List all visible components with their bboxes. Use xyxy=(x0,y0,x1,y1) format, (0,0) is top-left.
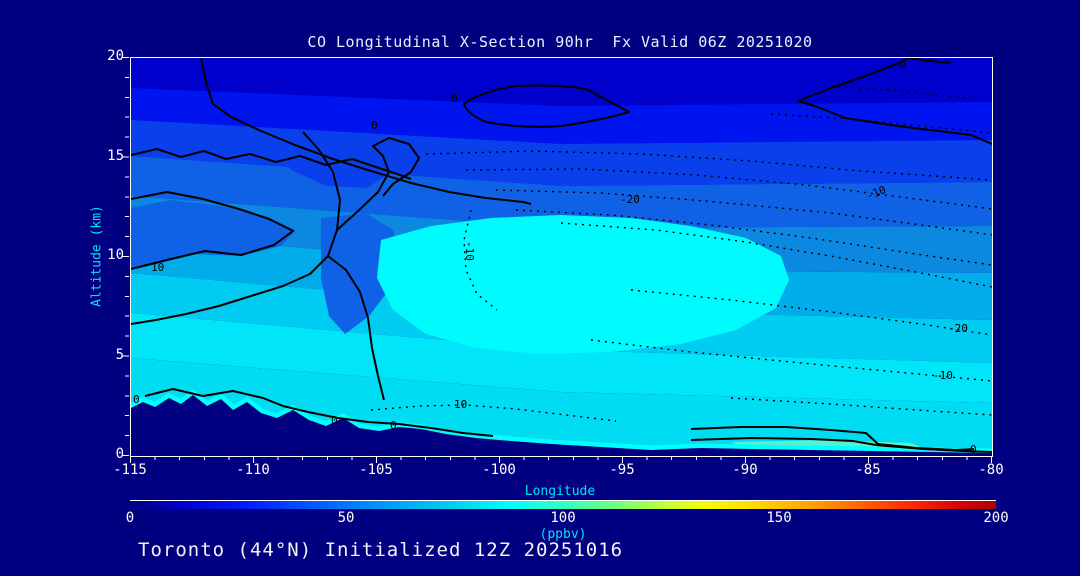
contour-label: -10 xyxy=(463,241,476,261)
footer-text: Toronto (44°N) Initialized 12Z 20251016 xyxy=(138,539,624,561)
x-tick-label: -105 xyxy=(359,462,393,478)
colorbar-tick-label: 100 xyxy=(550,510,576,526)
solid-contours xyxy=(131,58,992,453)
contour-label: 0 xyxy=(970,443,977,456)
contour-canvas: 0 0 0 10 -20 -10 -10 -20 -10 0 0 0 10 0 xyxy=(131,58,992,456)
contour-label: 0 xyxy=(899,58,906,71)
contour-label: 0 xyxy=(390,419,397,432)
x-tick-label: -90 xyxy=(732,462,758,478)
x-tick-label: -85 xyxy=(855,462,881,478)
y-tick-label: 10 xyxy=(107,247,124,263)
contour-label: 10 xyxy=(454,398,467,411)
colorbar-tick-label: 50 xyxy=(337,510,355,526)
colorbar-tick-label: 0 xyxy=(125,510,135,526)
contour-plot: 0 0 0 10 -20 -10 -10 -20 -10 0 0 0 10 0 xyxy=(130,57,993,457)
terrain-silhouette xyxy=(131,395,992,456)
x-axis-label: Longitude xyxy=(524,484,596,499)
x-major-ticks xyxy=(130,456,992,463)
contour-label: 0 xyxy=(133,393,140,406)
contour-label: 0 xyxy=(451,92,458,105)
contour-label: -20 xyxy=(620,193,640,206)
contour-label: 0 xyxy=(371,119,378,132)
y-tick-label: 20 xyxy=(107,48,124,64)
colorbar-gradient xyxy=(130,500,996,509)
y-tick-label: 15 xyxy=(107,148,124,164)
y-major-ticks xyxy=(122,57,129,456)
y-tick-label: 0 xyxy=(115,446,124,462)
x-tick-label: -80 xyxy=(978,462,1004,478)
x-tick-label: -110 xyxy=(236,462,270,478)
fill-bands xyxy=(131,58,992,456)
contour-labels: 0 0 0 10 -20 -10 -10 -20 -10 0 0 0 10 0 xyxy=(133,58,977,456)
page-title: CO Longitudinal X-Section 90hr Fx Valid … xyxy=(307,33,813,51)
dashed-contours xyxy=(370,85,992,422)
y-tick-label: 5 xyxy=(115,347,124,363)
x-tick-label: -95 xyxy=(609,462,635,478)
contour-label: -10 xyxy=(933,369,953,382)
colorbar-tick-label: 200 xyxy=(983,510,1009,526)
x-tick-label: -100 xyxy=(482,462,516,478)
x-axis-ticks xyxy=(130,456,992,463)
contour-label: 0 xyxy=(331,414,338,427)
colorbar-tick-label: 150 xyxy=(766,510,792,526)
contour-label: 10 xyxy=(151,261,164,274)
y-axis-label: Altitude (km) xyxy=(89,205,105,307)
y-axis-ticks xyxy=(122,57,129,456)
contour-label: -20 xyxy=(948,322,968,335)
x-tick-label: -115 xyxy=(113,462,147,478)
colorbar-unit-label: (ppbv) xyxy=(539,527,587,542)
